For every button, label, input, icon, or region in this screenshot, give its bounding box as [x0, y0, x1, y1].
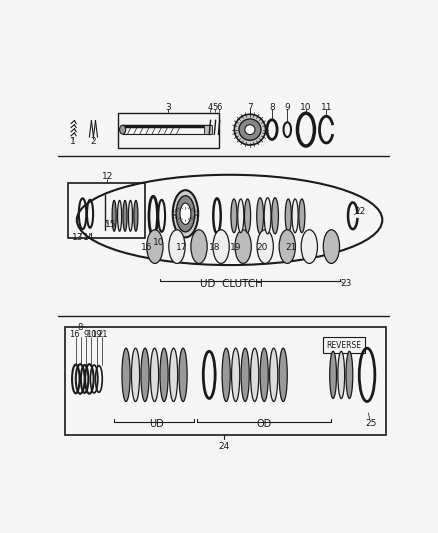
Text: 19: 19	[230, 244, 241, 252]
Ellipse shape	[191, 230, 207, 263]
Text: 11: 11	[321, 103, 332, 112]
Ellipse shape	[180, 203, 191, 224]
Ellipse shape	[285, 199, 291, 232]
Ellipse shape	[245, 125, 255, 134]
Ellipse shape	[122, 348, 130, 401]
Ellipse shape	[169, 230, 185, 263]
Ellipse shape	[241, 348, 249, 401]
Ellipse shape	[170, 348, 178, 401]
Ellipse shape	[234, 114, 265, 145]
Ellipse shape	[238, 199, 244, 232]
Ellipse shape	[338, 351, 345, 399]
Ellipse shape	[239, 119, 261, 140]
Ellipse shape	[251, 348, 259, 401]
Text: OD: OD	[257, 419, 272, 429]
Ellipse shape	[131, 348, 140, 401]
Text: 25: 25	[365, 418, 377, 427]
Text: 1: 1	[70, 136, 76, 146]
Ellipse shape	[231, 199, 237, 232]
Text: 16: 16	[69, 329, 80, 338]
Bar	[68, 183, 145, 238]
Ellipse shape	[235, 230, 251, 263]
Text: 8: 8	[78, 324, 83, 333]
Text: REVERSE: REVERSE	[326, 341, 361, 350]
Text: UD  CLUTCH: UD CLUTCH	[200, 279, 263, 288]
Text: 10: 10	[152, 238, 164, 247]
Text: 12: 12	[102, 172, 113, 181]
Ellipse shape	[112, 200, 116, 231]
Ellipse shape	[330, 351, 336, 399]
Ellipse shape	[120, 125, 126, 134]
Bar	[65, 327, 386, 435]
Text: 8: 8	[269, 103, 275, 112]
Text: 4: 4	[207, 102, 212, 111]
Text: 15: 15	[105, 220, 117, 229]
Text: 3: 3	[166, 102, 171, 111]
Text: 17: 17	[176, 244, 187, 252]
Bar	[323, 337, 365, 353]
Ellipse shape	[117, 200, 122, 231]
Ellipse shape	[279, 230, 295, 263]
Ellipse shape	[279, 348, 287, 401]
Text: 9: 9	[83, 329, 88, 338]
Bar	[204, 125, 212, 134]
Ellipse shape	[244, 199, 251, 232]
Text: 20: 20	[257, 244, 268, 252]
Ellipse shape	[301, 230, 318, 263]
Text: 10: 10	[300, 103, 312, 112]
Ellipse shape	[299, 199, 305, 232]
Bar	[117, 113, 219, 148]
Text: 21: 21	[97, 329, 107, 338]
Text: 24: 24	[219, 442, 230, 451]
Text: 19: 19	[92, 329, 102, 338]
Ellipse shape	[292, 199, 298, 232]
Ellipse shape	[179, 348, 187, 401]
Ellipse shape	[128, 200, 132, 231]
Ellipse shape	[141, 348, 149, 401]
Text: 10: 10	[86, 329, 97, 338]
Ellipse shape	[213, 230, 229, 263]
Ellipse shape	[123, 200, 127, 231]
Ellipse shape	[134, 200, 138, 231]
Text: 13: 13	[72, 232, 84, 241]
Ellipse shape	[257, 230, 273, 263]
Text: 22: 22	[354, 207, 365, 216]
Text: UD: UD	[149, 419, 164, 429]
Text: 7: 7	[247, 103, 253, 112]
Text: 6: 6	[216, 102, 222, 111]
Text: 21: 21	[285, 244, 297, 252]
Ellipse shape	[151, 348, 159, 401]
Text: 14: 14	[83, 232, 94, 241]
Ellipse shape	[176, 196, 195, 232]
Ellipse shape	[323, 230, 339, 263]
Ellipse shape	[270, 348, 278, 401]
Ellipse shape	[232, 348, 240, 401]
Ellipse shape	[160, 348, 168, 401]
Ellipse shape	[346, 351, 353, 399]
Ellipse shape	[260, 348, 268, 401]
Ellipse shape	[173, 190, 198, 237]
Ellipse shape	[257, 198, 264, 234]
Text: 9: 9	[284, 103, 290, 112]
Text: 16: 16	[141, 244, 153, 252]
Text: 2: 2	[90, 136, 95, 146]
Text: 5: 5	[212, 102, 218, 111]
Ellipse shape	[147, 230, 163, 263]
Ellipse shape	[264, 198, 271, 234]
Ellipse shape	[272, 198, 279, 234]
Ellipse shape	[222, 348, 230, 401]
Text: 18: 18	[208, 244, 220, 252]
Text: 23: 23	[340, 279, 352, 288]
